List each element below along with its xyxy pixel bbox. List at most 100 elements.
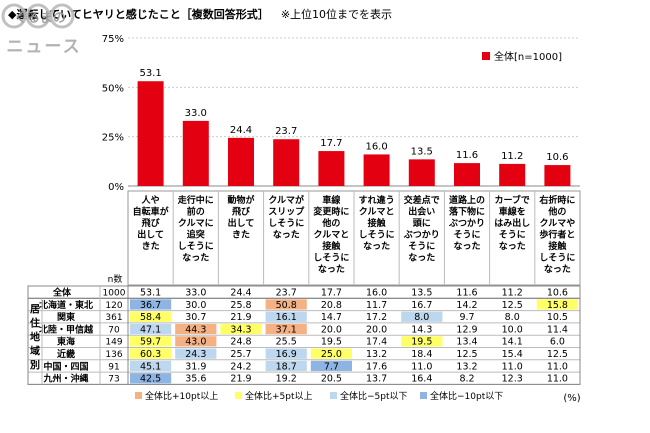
table-cell-highlight [265, 323, 307, 335]
table-cell-value: 20.0 [321, 324, 342, 335]
table-group-label-char: 別 [29, 358, 40, 371]
category-label-line: 自転車が [133, 206, 170, 218]
logo-line-1: くるまの [14, 11, 66, 26]
table-cell-value: 9.7 [459, 312, 474, 323]
table-cell-highlight [265, 299, 307, 310]
table-cell-value: 20.5 [321, 374, 342, 385]
bar [318, 151, 345, 186]
table-cell-value: 58.4 [140, 312, 161, 323]
table-region-label: 近畿 [57, 348, 75, 360]
category-label-line: クルマと [359, 207, 395, 218]
table-cell-value: 15.4 [502, 349, 523, 360]
table-group-label-char: 地 [30, 330, 40, 343]
table-group-label-char: 居 [30, 303, 40, 315]
category-label-line: なった [544, 264, 571, 275]
table-cell-value: 37.1 [276, 324, 297, 335]
table-cell-value: 25.0 [321, 349, 342, 360]
table-cell-highlight [130, 336, 172, 347]
table-cell-value: 30.0 [185, 300, 206, 311]
category-label-line: 落下物に [449, 206, 485, 218]
category-label-line: なった [453, 241, 480, 252]
table-cell-highlight [130, 323, 172, 335]
category-label: クルマがスリップしそうになった [268, 194, 305, 241]
table-cell-value: 59.7 [140, 337, 161, 348]
bar [228, 137, 254, 186]
category-label-line: なった [363, 241, 390, 252]
category-label-line: ぶつかり [403, 230, 440, 241]
category-label-line: はみ出し [494, 217, 530, 229]
bar [182, 120, 209, 186]
category-label: すれ違うクルマと接触しそうになった [359, 194, 395, 252]
table-cell-value: 21.9 [230, 312, 251, 323]
category-label-line: しそうに [539, 253, 575, 264]
table-cell-value: 44.3 [185, 324, 206, 335]
bar-value-label: 11.6 [456, 150, 478, 161]
table-cell-value: 13.2 [366, 349, 387, 360]
table-n-value: 136 [105, 350, 122, 360]
table-cell-highlight [265, 311, 307, 322]
table-cell-highlight [130, 373, 172, 384]
table-cell-highlight [265, 348, 307, 359]
highlight-legend-label: 全体比−10pt以下 [430, 390, 503, 402]
table-n-value: 1000 [103, 289, 126, 299]
table-cell-value: 43.0 [185, 337, 206, 348]
table-cell-value: 50.8 [276, 300, 297, 311]
table-cell-highlight [130, 299, 172, 310]
category-label: 動物が飛び出してきた [227, 194, 255, 241]
logo-circle-3 [49, 3, 75, 29]
y-tick-label: 0% [108, 182, 124, 193]
table-cell-value: 7.7 [324, 361, 339, 372]
table-cell-value: 11.0 [411, 361, 432, 372]
table-cell-value: 47.1 [140, 324, 161, 335]
table-cell-highlight [401, 336, 443, 347]
category-label: 道路上の落下物にぶつかりそうになった [448, 194, 485, 252]
title-note: ※上位10位までを表示 [280, 8, 393, 21]
table-cell-value: 15.8 [547, 300, 568, 311]
table-cell-highlight [536, 299, 578, 310]
bar-value-label: 11.2 [501, 151, 523, 162]
category-label: 走行中に前のクルマに追突しそうになった [177, 194, 214, 264]
table-cell-highlight [175, 336, 217, 347]
category-label-line: スリップ [268, 206, 305, 218]
table-cell-value: 16.9 [276, 349, 297, 360]
table-cell-value: 20.8 [321, 300, 342, 311]
logo-circle-1 [1, 3, 27, 29]
table-cell-highlight [220, 323, 262, 335]
table-cell-value: 25.5 [276, 337, 297, 348]
unit-label: (%) [563, 393, 580, 404]
table-region-label: 全体 [52, 287, 72, 299]
category-label-line: しそうに [178, 241, 214, 252]
table-cell-value: 25.8 [230, 300, 251, 311]
table-cell-value: 30.7 [185, 312, 206, 323]
table-cell-value: 11.6 [456, 288, 477, 299]
table-cell-value: 13.7 [366, 374, 387, 385]
table-cell-value: 24.8 [230, 337, 251, 348]
table-n-value: 361 [105, 313, 122, 323]
table-region-label: 北海道・東北 [39, 299, 93, 311]
category-label-line: きた [232, 230, 250, 241]
y-tick-label: 50% [102, 83, 124, 94]
category-label-line: きた [142, 241, 160, 252]
table-region-label: 中国・四国 [43, 360, 88, 372]
category-label-line: すれ違う [359, 194, 395, 206]
category-label-line: 追突 [187, 229, 205, 241]
table-cell-value: 16.1 [276, 312, 297, 323]
category-label-line: 出して [137, 229, 164, 241]
bar [273, 139, 300, 186]
category-label: 人や自転車が飛び出してきた [133, 194, 170, 252]
logo-watermark: くるまの ニュース [1, 3, 80, 57]
category-label: 右折時に他のクルマや歩行者と接触しそうになった [538, 194, 575, 275]
bar-value-label: 24.4 [230, 125, 252, 136]
category-label-line: 走行中に [177, 194, 214, 206]
table-cell-value: 17.4 [366, 337, 387, 348]
table-cell-value: 17.2 [366, 312, 387, 323]
table-cell-value: 13.2 [456, 361, 477, 372]
table-region-label: 九州・沖縄 [42, 373, 88, 385]
table-cell-value: 42.5 [140, 374, 161, 385]
table-n-value: 91 [108, 362, 119, 372]
table-cell-value: 31.9 [185, 361, 206, 372]
bar [137, 81, 164, 186]
category-label-line: 接触 [368, 217, 386, 229]
table-cell-highlight [130, 360, 172, 372]
table-cell-value: 24.4 [230, 288, 251, 299]
